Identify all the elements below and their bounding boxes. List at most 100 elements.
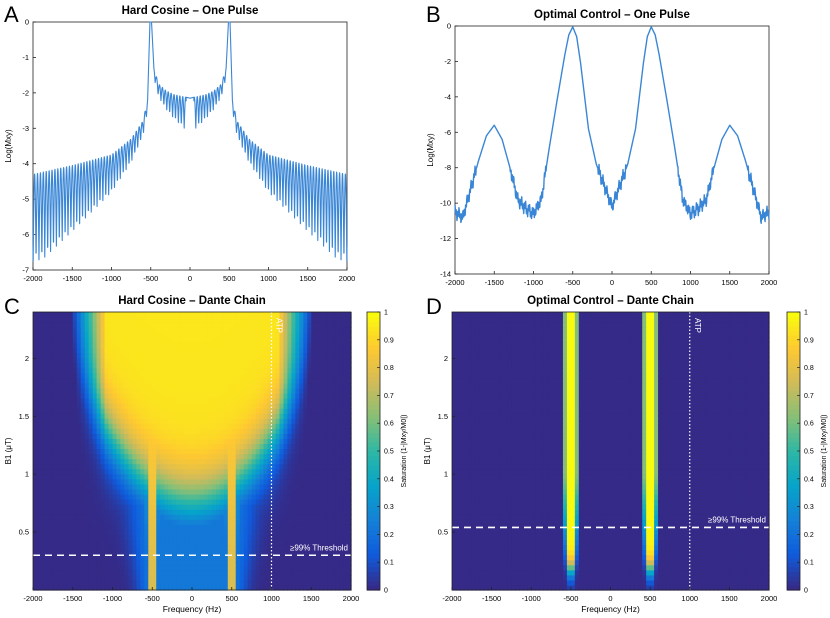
heatmap-cell xyxy=(124,443,129,450)
heatmap-cell xyxy=(184,519,189,525)
heatmap-cell xyxy=(339,332,344,338)
heatmap-cell xyxy=(267,488,273,495)
heatmap-cell xyxy=(40,463,46,470)
heatmap-cell xyxy=(180,317,185,323)
heatmap-cell xyxy=(60,584,66,591)
heatmap-cell xyxy=(207,529,213,535)
heatmap-cell xyxy=(120,579,126,586)
heatmap-cell xyxy=(319,397,324,404)
heatmap-cell xyxy=(108,544,114,551)
heatmap-cell xyxy=(331,468,336,475)
heatmap-cell xyxy=(164,312,169,318)
heatmap-cell xyxy=(231,387,237,394)
heatmap-cell xyxy=(120,539,126,546)
heatmap-cell xyxy=(132,564,137,571)
heatmap-cell xyxy=(223,539,229,546)
heatmap-cell xyxy=(44,569,50,576)
heatmap-cell xyxy=(48,564,54,571)
heatmap-cell xyxy=(263,322,269,328)
heatmap-cell xyxy=(48,357,54,364)
heatmap-cell xyxy=(176,493,181,500)
heatmap-cell xyxy=(184,332,189,338)
heatmap-cell xyxy=(104,539,110,546)
heatmap-cell xyxy=(52,443,58,450)
heatmap-cell xyxy=(523,564,528,571)
heatmap-cell xyxy=(72,549,78,556)
heatmap-cell xyxy=(184,488,189,495)
colorbar-segment xyxy=(367,529,380,535)
heatmap-cell xyxy=(283,438,289,445)
heatmap-cell xyxy=(287,493,292,500)
heatmap-cell xyxy=(331,402,336,409)
heatmap-cell xyxy=(88,408,94,414)
heatmap-cell xyxy=(144,559,149,566)
heatmap-cell xyxy=(188,564,193,571)
heatmap-cell xyxy=(299,499,304,505)
heatmap-cell xyxy=(112,428,118,434)
heatmap-cell xyxy=(315,574,320,581)
heatmap-cell xyxy=(156,483,161,490)
heatmap-cell xyxy=(669,579,675,586)
heatmap-cell xyxy=(112,574,118,581)
heatmap-cell xyxy=(527,574,532,581)
heatmap-cell xyxy=(56,584,62,591)
heatmap-cell xyxy=(235,428,241,434)
heatmap-cell xyxy=(239,342,245,348)
heatmap-cell xyxy=(68,483,74,490)
heatmap-cell xyxy=(124,312,129,318)
heatmap-cell xyxy=(116,317,122,323)
heatmap-cell xyxy=(243,347,249,354)
heatmap-cell xyxy=(665,569,671,576)
heatmap-cell xyxy=(267,478,273,485)
heatmap-cell xyxy=(132,342,137,348)
heatmap-cell xyxy=(168,478,173,485)
colorbar-segment xyxy=(367,395,380,401)
heatmap-cell xyxy=(36,579,42,586)
heatmap-cell xyxy=(535,574,540,581)
heatmap-cell xyxy=(72,493,78,500)
heatmap-cell xyxy=(255,443,261,450)
heatmap-cell xyxy=(263,413,269,419)
heatmap-cell xyxy=(239,483,245,490)
heatmap-cell xyxy=(339,549,344,556)
heatmap-cell xyxy=(128,433,133,439)
heatmap-cell xyxy=(60,362,66,369)
heatmap-cell xyxy=(44,392,50,399)
heatmap-cell xyxy=(132,554,137,561)
heatmap-cell xyxy=(307,392,312,399)
panel-c-ytick-label-0: 0.5 xyxy=(19,528,29,537)
heatmap-cell xyxy=(259,478,265,485)
heatmap-cell xyxy=(614,569,620,576)
heatmap-cell xyxy=(136,488,141,495)
heatmap-cell xyxy=(44,448,50,455)
heatmap-cell xyxy=(84,488,90,495)
heatmap-cell xyxy=(207,534,213,541)
heatmap-cell xyxy=(255,493,261,500)
heatmap-cell xyxy=(195,448,201,455)
heatmap-cell xyxy=(188,392,193,399)
heatmap-cell xyxy=(203,483,209,490)
heatmap-cell xyxy=(239,554,245,561)
heatmap-cell xyxy=(231,473,237,480)
heatmap-cell xyxy=(555,569,560,576)
heatmap-cell xyxy=(116,428,122,434)
heatmap-cell xyxy=(156,569,161,576)
heatmap-cell xyxy=(287,418,292,424)
heatmap-cell xyxy=(44,584,50,591)
heatmap-cell xyxy=(56,569,62,576)
heatmap-cell xyxy=(92,337,98,343)
heatmap-cell xyxy=(40,584,46,591)
heatmap-cell xyxy=(100,463,106,470)
heatmap-cell xyxy=(323,539,328,546)
heatmap-cell xyxy=(475,584,481,591)
heatmap-cell xyxy=(227,488,233,495)
heatmap-cell xyxy=(347,584,352,591)
heatmap-cell xyxy=(152,322,157,328)
heatmap-cell xyxy=(168,337,173,343)
heatmap-cell xyxy=(96,488,102,495)
heatmap-cell xyxy=(307,362,312,369)
heatmap-cell xyxy=(108,357,114,364)
heatmap-cell xyxy=(56,413,62,419)
heatmap-cell xyxy=(283,559,289,566)
